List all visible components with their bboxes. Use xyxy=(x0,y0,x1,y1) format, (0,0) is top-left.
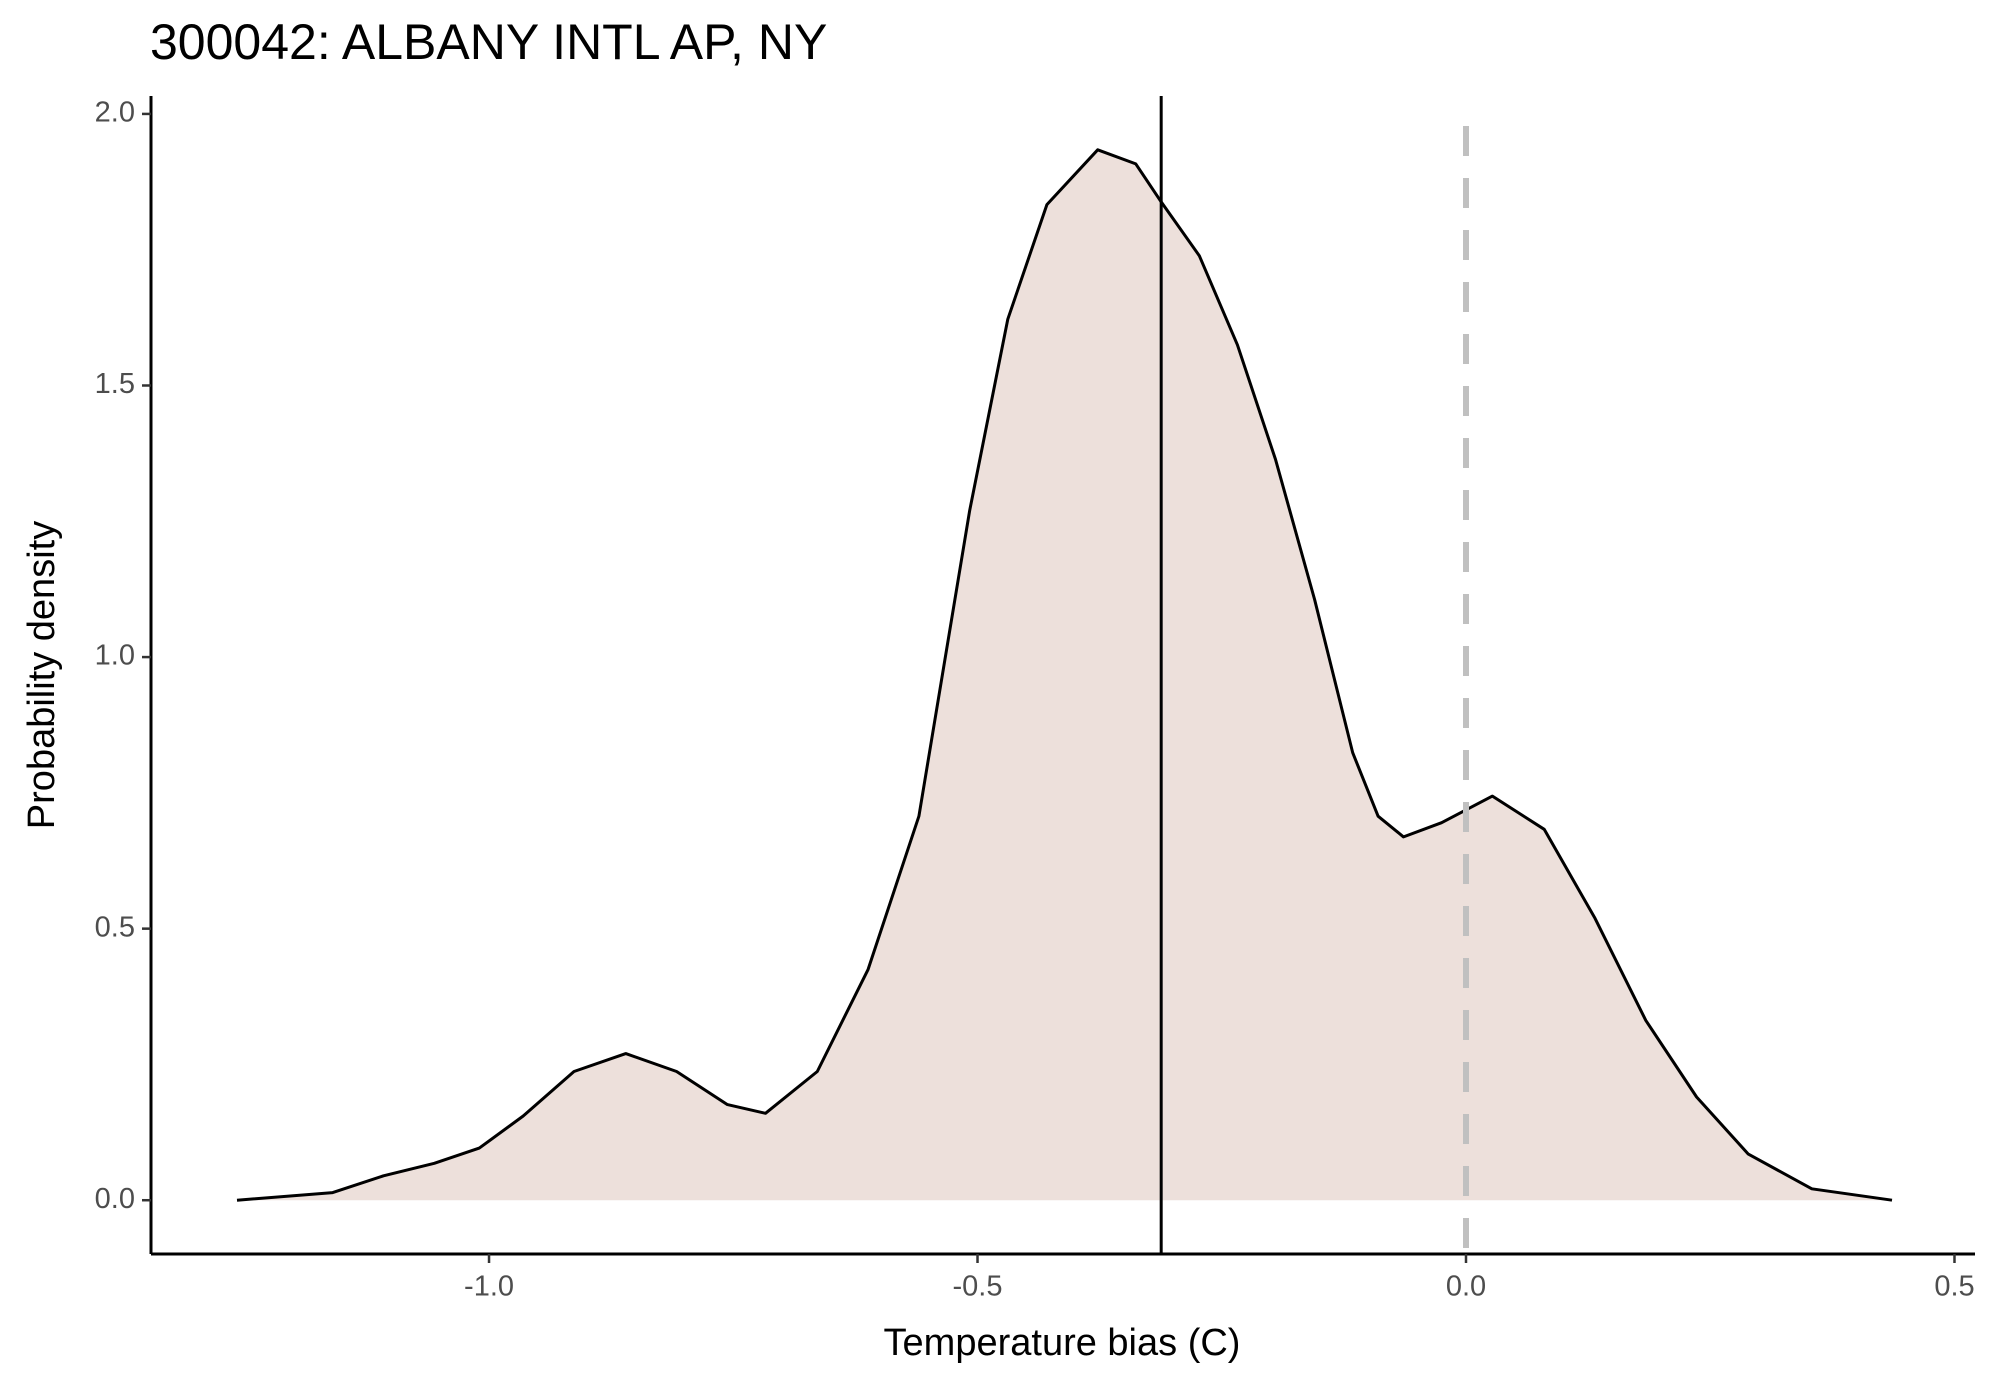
y-tick-label: 0.0 xyxy=(95,1183,135,1215)
chart-title: 300042: ALBANY INTL AP, NY xyxy=(150,14,827,70)
x-axis-title: Temperature bias (C) xyxy=(884,1322,1241,1364)
density-line xyxy=(236,148,1893,1202)
x-tick-label: 0.5 xyxy=(1934,1271,1974,1303)
y-axis-title: Probability density xyxy=(21,521,63,829)
y-tick-label: 1.5 xyxy=(95,368,135,400)
x-tick-label: -1.0 xyxy=(464,1271,514,1303)
y-tick-label: 1.0 xyxy=(95,640,135,672)
density-area xyxy=(237,149,1892,1201)
x-tick-label: -0.5 xyxy=(953,1271,1003,1303)
x-tick-label: 0.0 xyxy=(1446,1271,1486,1303)
y-tick-label: 0.5 xyxy=(95,911,135,943)
y-tick-label: 2.0 xyxy=(95,97,135,129)
